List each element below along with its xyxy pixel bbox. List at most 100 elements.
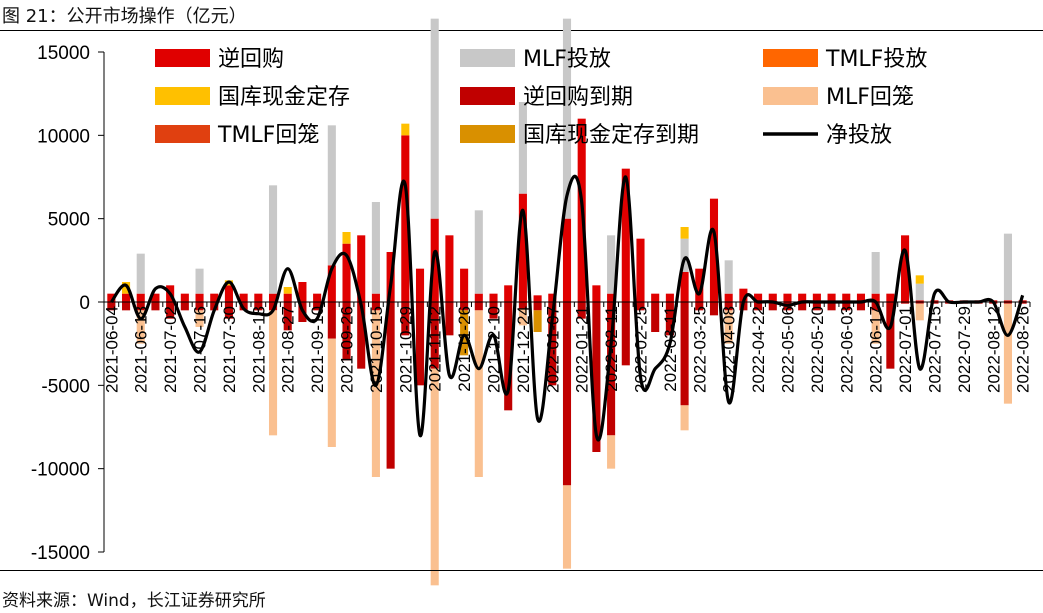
bar-MLF回笼 (518, 308, 527, 326)
bar-逆回购 (239, 293, 248, 302)
x-tick-label: 2022-03-11 (661, 306, 680, 392)
bar-逆回购到期 (533, 302, 542, 311)
bar-逆回购到期 (592, 302, 601, 452)
x-tick-label: 2022-06-03 (837, 306, 856, 393)
y-tick-label: 0 (79, 293, 90, 314)
bar-MLF回笼 (474, 310, 483, 477)
bar-逆回购 (122, 293, 131, 302)
bar-MLF投放 (268, 185, 278, 294)
x-tick-label: 2021-12-10 (485, 306, 504, 393)
bar-逆回购 (195, 293, 204, 302)
bar-逆回购 (930, 300, 939, 302)
bar-逆回购 (695, 268, 704, 302)
bottom-rule (0, 570, 1043, 571)
x-tick-label: 2022-07-01 (896, 306, 915, 393)
bar-逆回购 (798, 293, 807, 302)
bar-逆回购到期 (283, 302, 292, 331)
x-tick-label: 2021-08-27 (279, 306, 298, 393)
y-tick-label: 15000 (37, 43, 90, 64)
bar-MLF回笼 (371, 310, 380, 477)
bar-逆回购到期 (504, 302, 513, 411)
bar-国库现金定存 (680, 227, 689, 239)
legend-swatch (460, 125, 515, 143)
bar-MLF投放 (371, 202, 380, 294)
source-note: 资料来源：Wind，长江证券研究所 (2, 591, 266, 611)
figure-title: 图 21：公开市场操作（亿元） (2, 6, 247, 27)
bar-逆回购到期 (915, 302, 924, 304)
bar-逆回购 (504, 285, 513, 302)
bar-MLF投放 (327, 125, 336, 266)
y-tick-label: -15000 (31, 543, 90, 564)
bar-逆回购到期 (680, 302, 689, 406)
legend-swatch (763, 49, 818, 67)
bar-逆回购到期 (709, 302, 719, 316)
bar-逆回购 (268, 293, 278, 302)
bar-逆回购到期 (798, 302, 807, 311)
bar-逆回购到期 (827, 302, 836, 311)
x-tick-label: 2021-11-12 (426, 306, 445, 392)
bar-逆回购到期 (268, 302, 278, 311)
bar-逆回购 (754, 293, 763, 302)
x-tick-label: 2022-07-15 (925, 306, 944, 393)
bar-逆回购 (592, 285, 601, 302)
bar-逆回购到期 (577, 302, 586, 319)
bar-逆回购到期 (518, 302, 527, 309)
bar-MLF回笼 (680, 405, 689, 431)
bar-逆回购 (783, 293, 792, 302)
legend-swatch (460, 49, 515, 67)
bar-逆回购到期 (871, 302, 880, 311)
bar-MLF投放 (474, 210, 483, 294)
bar-逆回购 (210, 293, 219, 302)
bar-逆回购 (342, 243, 351, 302)
bar-国库现金定存 (283, 287, 292, 294)
bar-逆回购 (739, 288, 748, 302)
bar-MLF投放 (136, 253, 145, 294)
bar-逆回购到期 (886, 302, 895, 369)
bar-国库现金定存 (915, 275, 924, 284)
bar-MLF回笼 (195, 310, 204, 327)
x-tick-label: 2022-07-29 (955, 306, 974, 393)
bar-逆回购到期 (724, 302, 733, 311)
bar-逆回购 (607, 293, 616, 302)
x-tick-label: 2021-07-30 (220, 306, 239, 393)
legend-label: 国库现金定存到期 (523, 123, 699, 148)
bar-逆回购到期 (107, 302, 116, 311)
bar-逆回购到期 (651, 302, 660, 332)
x-tick-label: 2021-09-10 (308, 306, 327, 393)
bar-逆回购 (401, 135, 410, 302)
x-tick-label: 2021-12-24 (514, 306, 533, 393)
bar-逆回购 (886, 293, 895, 302)
bar-MLF投放 (915, 283, 924, 301)
bar-逆回购 (651, 293, 660, 302)
bar-逆回购 (518, 193, 527, 302)
bar-逆回购到期 (327, 302, 336, 339)
bar-逆回购到期 (754, 302, 763, 311)
legend-swatch (460, 87, 515, 105)
bar-MLF回笼 (136, 310, 145, 344)
bar-MLF投放 (1003, 233, 1012, 301)
bar-逆回购 (709, 198, 719, 302)
x-tick-label: 2021-07-02 (161, 306, 180, 393)
x-tick-label: 2022-05-06 (778, 306, 797, 393)
bar-MLF回笼 (268, 310, 278, 436)
legend-label: MLF回笼 (826, 85, 914, 110)
bar-逆回购到期 (607, 302, 616, 436)
bar-MLF回笼 (607, 435, 616, 469)
bar-逆回购 (151, 293, 160, 302)
top-rule (0, 30, 1043, 31)
y-tick-label: -5000 (41, 376, 90, 397)
bar-逆回购到期 (151, 302, 160, 311)
x-tick-label: 2021-10-29 (396, 306, 415, 393)
x-tick-label: 2022-04-22 (749, 306, 768, 393)
bar-逆回购 (724, 293, 733, 302)
bar-MLF回笼 (562, 485, 572, 569)
bar-逆回购到期 (665, 302, 674, 336)
bar-逆回购 (871, 293, 880, 302)
bar-逆回购到期 (371, 302, 380, 311)
bar-MLF投放 (680, 238, 689, 272)
bar-国库现金定存 (342, 232, 351, 244)
bar-逆回购到期 (856, 302, 866, 311)
bar-逆回购 (371, 293, 380, 302)
bar-逆回购到期 (695, 302, 704, 311)
